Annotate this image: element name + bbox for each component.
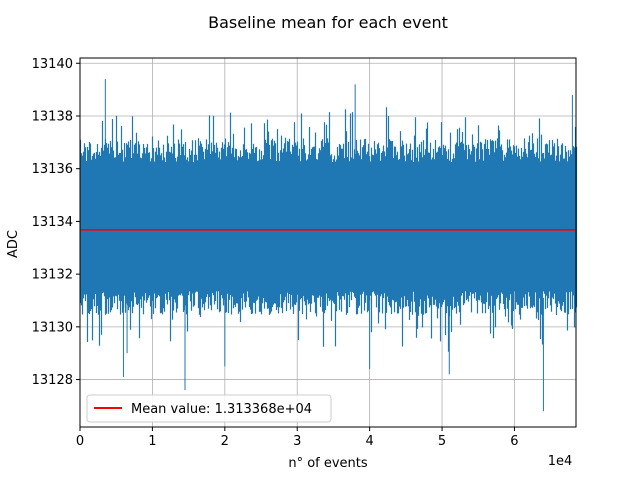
x-tick-label: 3 xyxy=(293,434,301,449)
y-tick-label: 13134 xyxy=(32,215,73,230)
legend: Mean value: 1.313368e+04 xyxy=(86,394,332,423)
y-axis-ticks: 13128 13130 13132 13134 13136 13138 13140 xyxy=(32,57,80,388)
x-axis-ticks: 0 1 2 3 4 5 6 xyxy=(76,427,519,449)
x-axis-label: n° of events xyxy=(288,456,368,471)
axes-frame xyxy=(79,57,577,428)
x-tick-label: 5 xyxy=(438,434,446,449)
x-axis-offset-label: 1e4 xyxy=(548,454,573,469)
y-tick-label: 13140 xyxy=(32,57,73,72)
y-axis-label: ADC xyxy=(6,230,21,258)
y-tick-label: 13138 xyxy=(32,109,73,124)
x-tick-label: 0 xyxy=(76,434,84,449)
x-tick-label: 4 xyxy=(365,434,373,449)
chart-title: Baseline mean for each event xyxy=(208,13,448,32)
y-tick-label: 13136 xyxy=(32,162,73,177)
x-tick-label: 1 xyxy=(148,434,156,449)
legend-box xyxy=(86,394,332,423)
legend-label-mean: Mean value: 1.313368e+04 xyxy=(131,402,312,417)
x-tick-label: 2 xyxy=(221,434,229,449)
x-tick-label: 6 xyxy=(510,434,518,449)
y-tick-label: 13132 xyxy=(32,268,73,283)
y-tick-label: 13128 xyxy=(32,373,73,388)
plot-area xyxy=(79,79,578,412)
y-tick-label: 13130 xyxy=(32,320,73,335)
